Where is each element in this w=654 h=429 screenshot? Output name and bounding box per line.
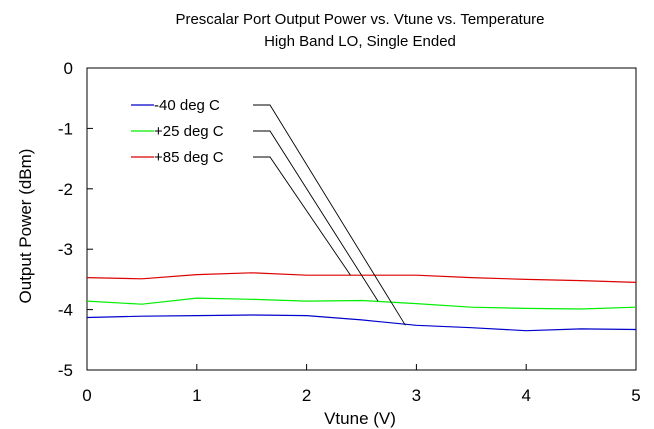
y-tick-label: -5 <box>58 361 73 380</box>
legend-leader-2 <box>253 156 351 276</box>
y-tick-label: -3 <box>58 240 73 259</box>
y-axis: 0 -1 -2 -3 -4 -5 <box>58 59 93 380</box>
legend-label-1: +25 deg C <box>154 123 224 140</box>
series-line-0 <box>86 314 637 332</box>
x-axis-label: Vtune (V) <box>324 409 396 428</box>
chart-title: Prescalar Port Output Power vs. Vtune vs… <box>175 11 544 28</box>
series-line-2 <box>86 272 637 283</box>
series-line-1 <box>86 297 637 310</box>
x-tick-label: 5 <box>631 386 640 405</box>
series-layer <box>86 272 637 332</box>
y-axis-label: Output Power (dBm) <box>16 149 35 304</box>
legend-leader-0 <box>253 104 406 326</box>
plot-area <box>86 67 637 371</box>
y-tick-label: -1 <box>58 119 73 138</box>
x-tick-label: 4 <box>521 386 530 405</box>
x-tick-label: 0 <box>82 386 91 405</box>
legend-label-0: -40 deg C <box>154 97 220 114</box>
x-tick-label: 2 <box>302 386 311 405</box>
y-tick-label: 0 <box>64 59 73 78</box>
y-tick-label: -2 <box>58 180 73 199</box>
chart-subtitle: High Band LO, Single Ended <box>264 33 456 50</box>
legend-label-2: +85 deg C <box>154 149 224 166</box>
x-tick-label: 1 <box>192 386 201 405</box>
legend-leader-1 <box>253 130 379 302</box>
y-tick-label: -4 <box>58 301 73 320</box>
x-tick-label: 3 <box>412 386 421 405</box>
x-axis: 0 1 2 3 4 5 <box>82 364 641 405</box>
legend: -40 deg C +25 deg C +85 deg C <box>131 97 406 326</box>
